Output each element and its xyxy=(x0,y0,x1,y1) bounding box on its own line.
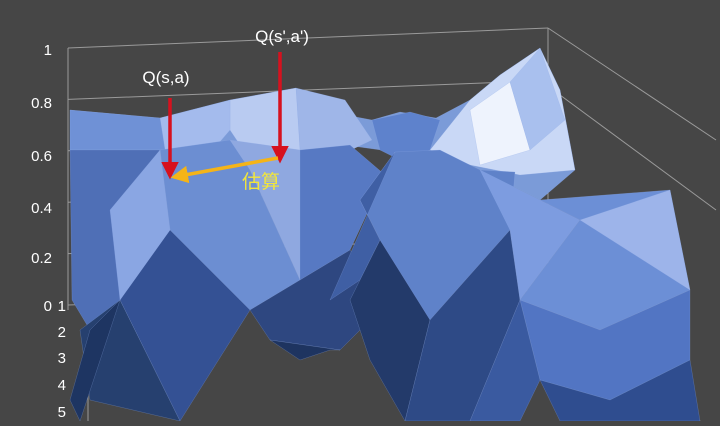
grid-line xyxy=(559,94,717,211)
estimate-arrow xyxy=(170,156,279,184)
z-tick-label: 1 xyxy=(44,42,52,59)
y-tick-label: 5 xyxy=(58,404,66,421)
y-tick-label: 3 xyxy=(58,350,66,367)
surface-facet xyxy=(579,189,691,291)
grid-line xyxy=(547,27,717,141)
z-tick-label: 0 xyxy=(44,298,52,315)
q-current-label: Q(s,a) xyxy=(142,68,189,87)
z-tick-label: 0.2 xyxy=(31,250,52,267)
y-axis: 1 2 3 4 5 xyxy=(58,298,66,421)
surface-facet xyxy=(509,47,566,151)
surface-facet xyxy=(371,111,441,161)
y-tick-label: 1 xyxy=(58,298,66,315)
grid-line xyxy=(67,27,549,49)
z-tick-label: 0.4 xyxy=(31,200,52,217)
surface-mesh xyxy=(69,47,701,422)
surface-facet xyxy=(349,239,431,422)
grid-line xyxy=(67,79,549,100)
y-tick-label: 4 xyxy=(58,377,66,394)
z-axis: 1 0.8 0.6 0.4 0.2 0 xyxy=(31,42,52,315)
estimate-label: 估算 xyxy=(242,171,280,193)
y-tick-label: 2 xyxy=(58,324,66,341)
q-next-label: Q(s',a') xyxy=(255,27,309,46)
surface-facet xyxy=(539,359,701,422)
z-tick-label: 0.8 xyxy=(31,95,52,112)
surface-facet xyxy=(69,109,166,151)
surface-facet xyxy=(269,339,341,361)
z-tick-label: 0.6 xyxy=(31,148,52,165)
